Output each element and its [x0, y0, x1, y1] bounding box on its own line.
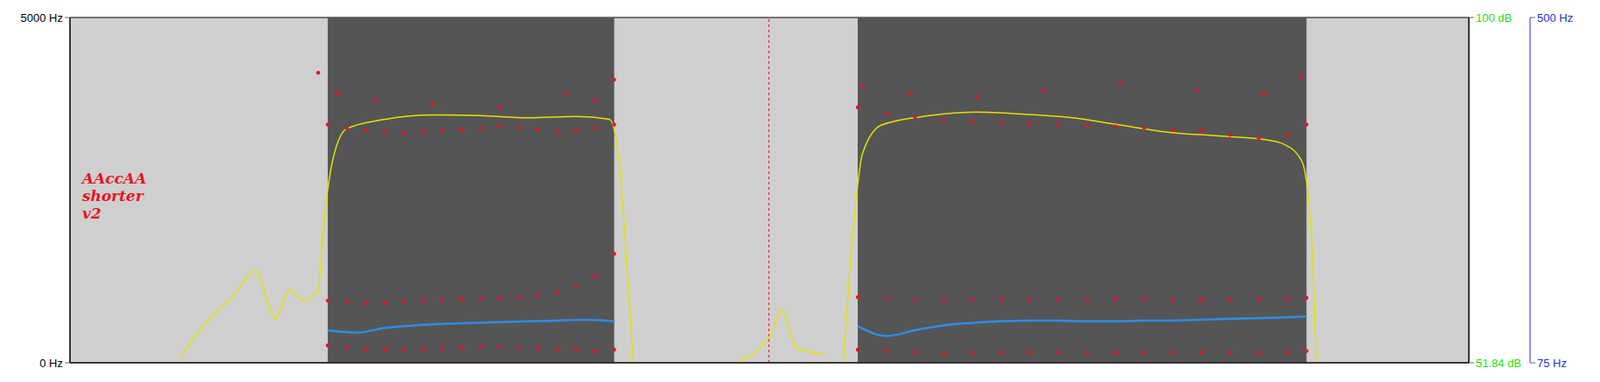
svg-text:500 Hz: 500 Hz	[1537, 11, 1573, 25]
svg-text:51.84 dB: 51.84 dB	[1475, 356, 1522, 370]
svg-text:5000 Hz: 5000 Hz	[20, 11, 63, 25]
svg-text:75 Hz: 75 Hz	[1537, 356, 1567, 370]
svg-text:100 dB: 100 dB	[1475, 11, 1512, 25]
svg-text:0 Hz: 0 Hz	[39, 356, 63, 370]
html-text:AAccAA shorter v2: AAccAA shorter v2	[82, 169, 147, 223]
